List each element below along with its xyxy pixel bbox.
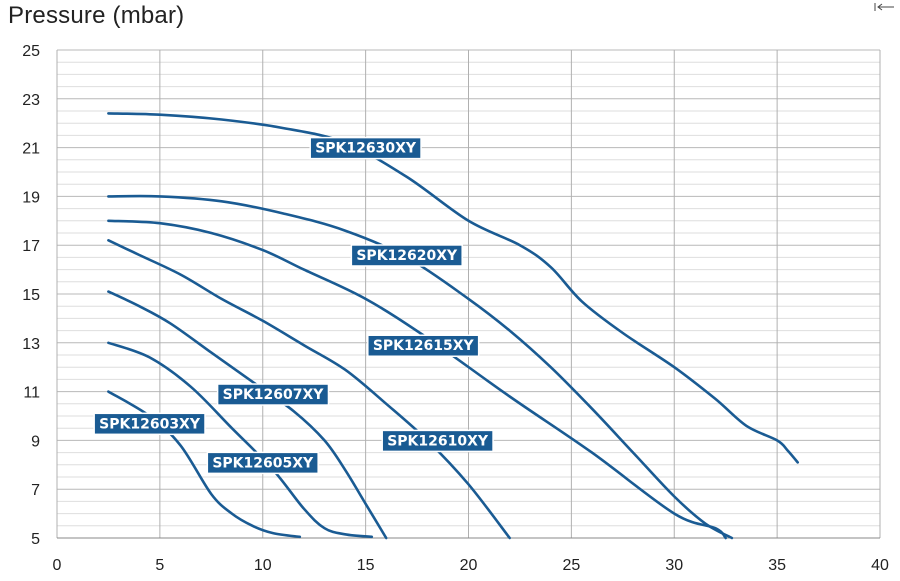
series-line-spk12615xy bbox=[107, 219, 727, 540]
series-tag-spk12610xy: SPK12610XY bbox=[381, 429, 494, 453]
series-tag-spk12605xy: SPK12605XY bbox=[206, 451, 319, 475]
series-line-spk12630xy bbox=[107, 112, 799, 464]
series-line-spk12610xy bbox=[107, 239, 511, 540]
series-tag-spk12630xy: SPK12630XY bbox=[309, 136, 422, 160]
series-line-spk12620xy bbox=[107, 194, 734, 540]
series-tag-label: SPK12630XY bbox=[315, 141, 417, 157]
x-tick-label: 0 bbox=[53, 557, 62, 574]
collapse-arrow-icon bbox=[874, 3, 894, 11]
series-tag-box bbox=[381, 429, 494, 453]
chart-title: Pressure (mbar) bbox=[8, 2, 185, 29]
y-tick-label: 13 bbox=[22, 336, 40, 353]
x-tick-label: 5 bbox=[155, 557, 164, 574]
x-tick-label: 20 bbox=[460, 557, 478, 574]
series-lines bbox=[107, 112, 799, 540]
series-tag-box bbox=[206, 451, 319, 475]
y-tick-label: 7 bbox=[31, 482, 40, 499]
series-tag-spk12615xy: SPK12615XY bbox=[367, 334, 480, 357]
y-tick-label: 23 bbox=[22, 92, 40, 109]
series-tag-spk12607xy: SPK12607XY bbox=[216, 383, 330, 406]
series-tag-box bbox=[93, 412, 206, 436]
x-tick-label: 40 bbox=[871, 557, 889, 574]
x-tick-label: 25 bbox=[562, 557, 580, 574]
y-tick-label: 15 bbox=[22, 287, 40, 304]
series-tag-box bbox=[216, 383, 330, 406]
series-tag-label: SPK12603XY bbox=[99, 416, 201, 432]
series-tag-box bbox=[309, 136, 422, 160]
x-tick-label: 30 bbox=[665, 557, 683, 574]
series-tag-box bbox=[350, 244, 463, 267]
series-tag-spk12603xy: SPK12603XY bbox=[93, 412, 206, 436]
x-tick-label: 35 bbox=[768, 557, 786, 574]
series-tag-label: SPK12620XY bbox=[356, 248, 458, 264]
y-tick-label: 17 bbox=[22, 238, 40, 255]
y-tick-label: 9 bbox=[31, 433, 40, 450]
y-tick-label: 19 bbox=[22, 189, 40, 206]
y-tick-label: 21 bbox=[22, 141, 40, 158]
series-tag-label: SPK12605XY bbox=[212, 455, 314, 471]
series-tag-spk12620xy: SPK12620XY bbox=[350, 244, 463, 267]
series-tag-label: SPK12615XY bbox=[373, 338, 475, 354]
y-tick-label: 11 bbox=[23, 385, 40, 402]
series-tag-label: SPK12610XY bbox=[387, 433, 489, 449]
x-tick-label: 15 bbox=[357, 557, 375, 574]
series-labels: SPK12630XY SPK12620XY SPK12615XY SPK12607XY… bbox=[93, 136, 494, 475]
y-tick-label: 5 bbox=[31, 531, 40, 548]
y-tick-label: 25 bbox=[22, 43, 40, 60]
x-tick-label: 10 bbox=[254, 557, 272, 574]
series-tag-box bbox=[367, 334, 480, 357]
series-tag-label: SPK12607XY bbox=[223, 387, 325, 403]
grid-layer bbox=[56, 49, 881, 539]
